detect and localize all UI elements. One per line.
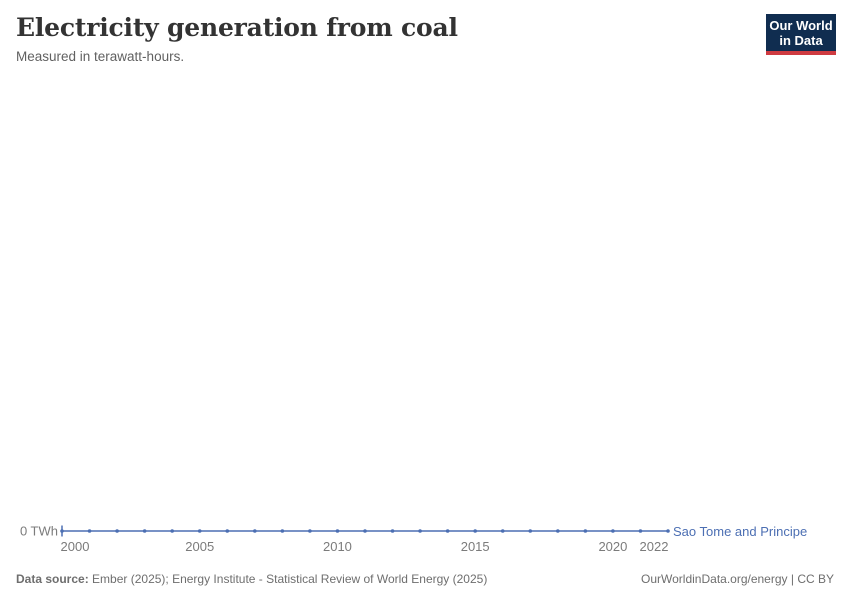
data-point[interactable] [280,529,285,533]
data-point[interactable] [115,529,119,533]
x-axis-tick-label: 2010 [323,539,352,554]
data-point[interactable] [445,529,450,533]
x-axis-tick-label: 2005 [185,539,214,554]
data-source-note: Data source: Ember (2025); Energy Instit… [16,572,487,586]
data-point[interactable] [390,529,395,533]
x-axis-tick-label: 2015 [461,539,490,554]
data-point[interactable] [528,529,533,533]
chart-header: Electricity generation from coal Measure… [16,13,458,64]
x-axis-tick-label: 2000 [61,539,90,554]
data-source-label: Data source: [16,572,89,586]
series-label[interactable]: Sao Tome and Principe [673,524,807,539]
data-point[interactable] [170,529,174,533]
chart-footer: Data source: Ember (2025); Energy Instit… [16,572,834,586]
y-axis-tick-label: 0 TWh [20,524,58,539]
data-point[interactable] [197,529,202,533]
data-point[interactable] [225,529,230,533]
x-axis-tick-label: 2022 [640,539,669,554]
data-point[interactable] [500,529,505,533]
data-point[interactable] [363,529,367,533]
owid-logo-line2: in Data [779,33,823,48]
data-point[interactable] [418,529,422,533]
data-point[interactable] [583,529,588,533]
chart-title: Electricity generation from coal [16,13,458,42]
data-point[interactable] [60,529,64,533]
owid-url-license-link[interactable]: OurWorldinData.org/energy | CC BY [641,572,834,586]
chart-subtitle: Measured in terawatt-hours. [16,48,185,64]
data-point[interactable] [611,529,615,533]
x-axis-tick-label: 2020 [598,539,627,554]
data-point[interactable] [335,529,340,533]
data-source-text: Ember (2025); Energy Institute - Statist… [92,572,488,586]
data-point[interactable] [666,529,670,533]
data-point[interactable] [308,529,312,533]
owid-logo-line1: Our World [769,18,833,33]
data-point[interactable] [142,529,147,533]
owid-logo[interactable]: Our World in Data [766,14,836,55]
data-point[interactable] [556,529,560,533]
data-point[interactable] [87,529,92,533]
data-point[interactable] [473,529,477,533]
data-point[interactable] [638,529,643,533]
data-point[interactable] [253,529,257,533]
